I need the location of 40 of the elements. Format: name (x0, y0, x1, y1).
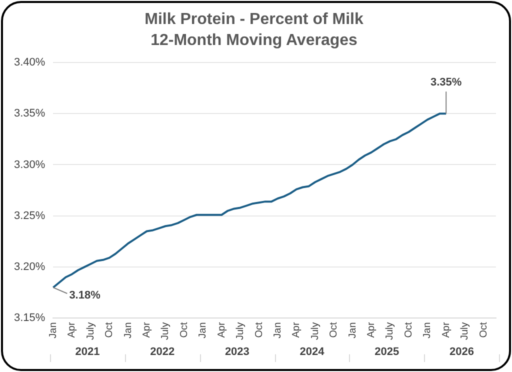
x-tick-label: Apr (291, 322, 302, 338)
x-tick-label: Jan (272, 322, 284, 338)
x-tick-label: Oct (328, 322, 340, 338)
x-tick-label: July (85, 322, 96, 340)
y-tick-label: 3.20% (14, 261, 46, 274)
y-tick-label: 3.40% (14, 56, 46, 68)
y-tick-label: 3.35% (14, 108, 46, 120)
x-tick-label: July (460, 322, 471, 340)
x-tick-label: Apr (440, 322, 452, 338)
x-tick-label: July (384, 322, 396, 340)
x-tick-label: Jan (198, 322, 209, 338)
x-tick-label: Oct (104, 322, 116, 338)
y-tick-label: 3.15% (14, 312, 46, 324)
data-label: 3.18% (69, 290, 101, 302)
text: 2023 (224, 346, 250, 358)
x-tick-label: July (235, 322, 246, 340)
text: 2026 (449, 346, 474, 358)
x-tick-label: Jan (48, 322, 59, 338)
x-tick-label: Oct (478, 322, 490, 338)
text: 2025 (374, 346, 400, 358)
data-label: 3.35% (430, 76, 462, 89)
y-tick-label: 3.30% (14, 158, 46, 171)
text: 2021 (75, 346, 100, 358)
x-tick-label: Oct (254, 322, 265, 338)
x-tick-label: Apr (66, 322, 78, 338)
chart-title: Milk Protein - Percent of Milk (144, 11, 364, 28)
x-tick-label: Oct (403, 322, 414, 338)
x-tick-label: July (310, 322, 321, 340)
y-tick-label: 3.25% (14, 210, 46, 222)
chart-subtitle: 12-Month Moving Averages (150, 32, 358, 50)
text: 2024 (300, 346, 326, 358)
x-tick-label: Jan (122, 322, 134, 338)
x-tick-label: Apr (141, 322, 152, 338)
x-tick-label: Jan (347, 322, 358, 338)
x-tick-label: Oct (178, 322, 190, 338)
x-tick-label: Apr (216, 322, 228, 338)
x-tick-label: Apr (366, 322, 378, 338)
x-tick-label: Jan (422, 322, 434, 338)
text: 2022 (150, 346, 175, 358)
x-tick-label: July (160, 322, 172, 340)
